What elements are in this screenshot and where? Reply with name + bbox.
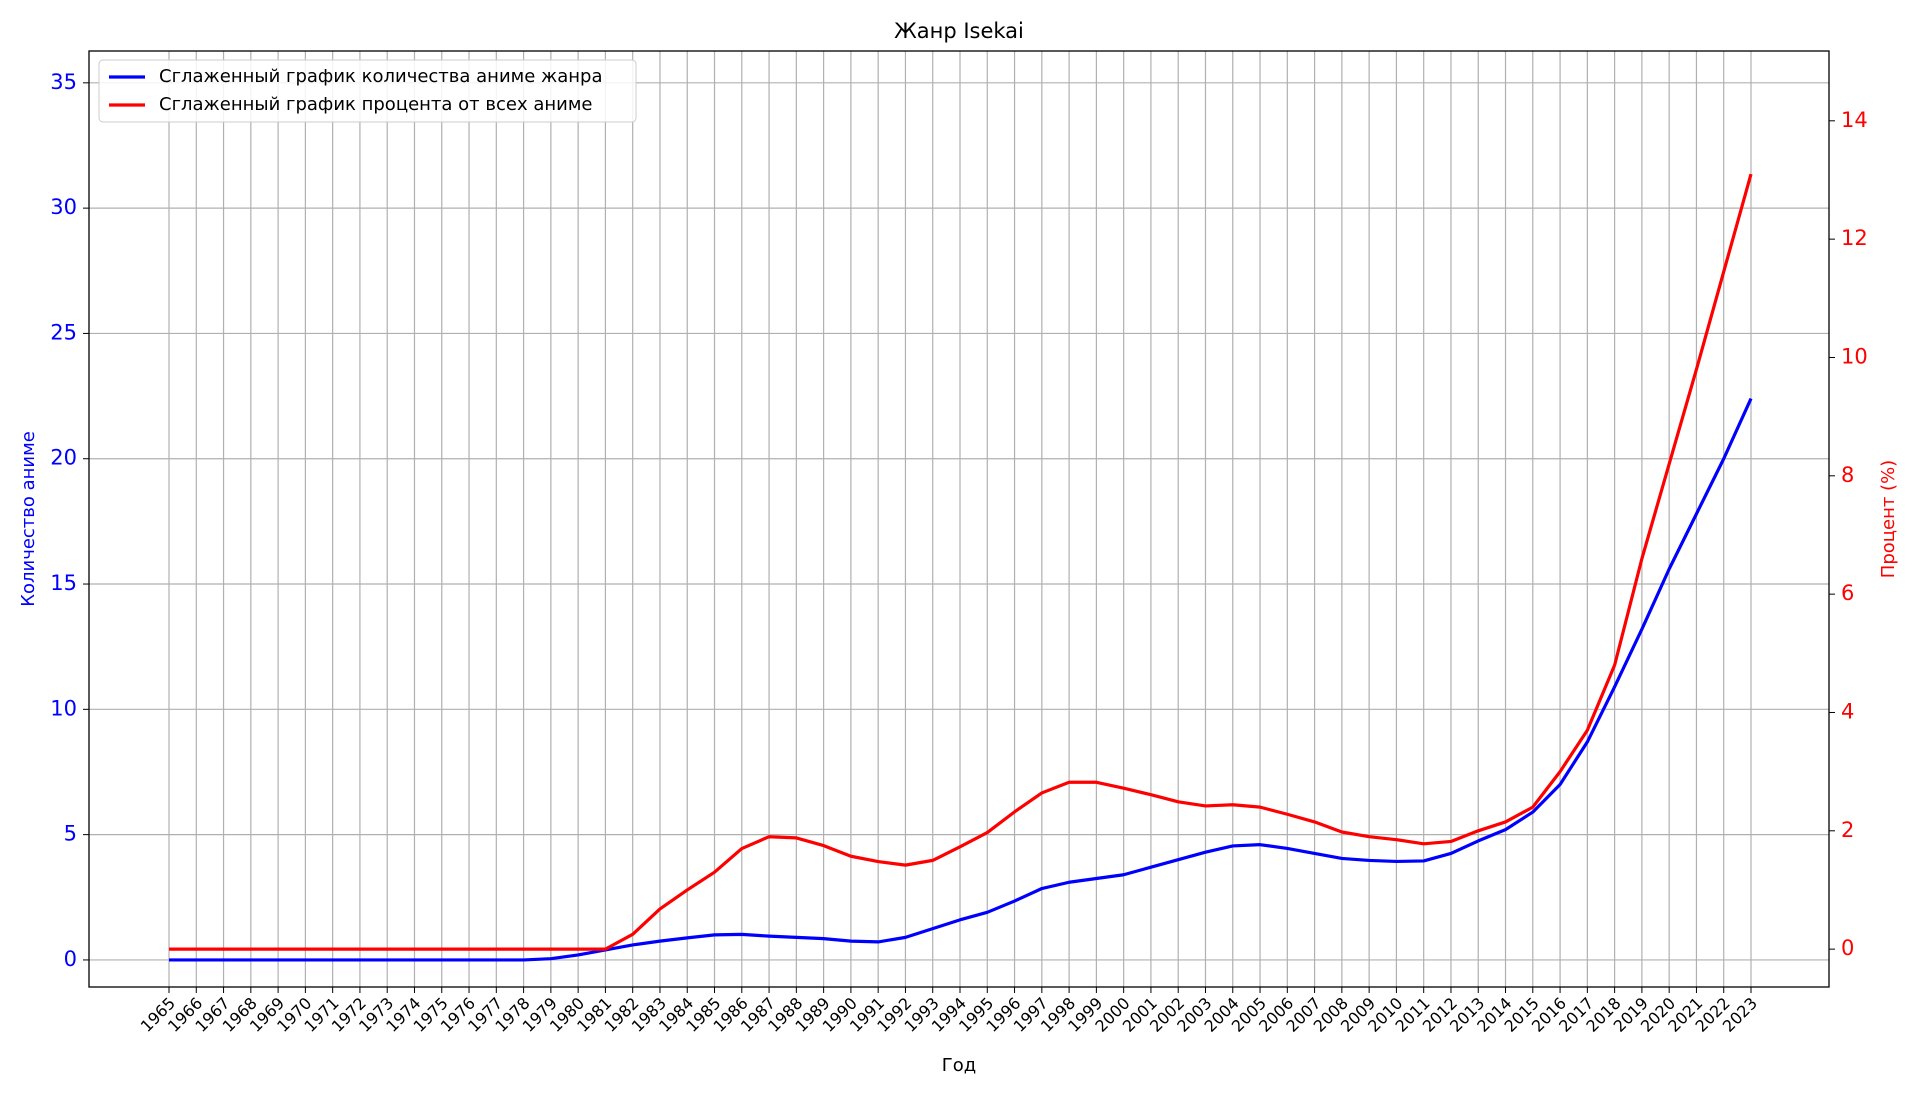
y-tick-label: 35 [50, 70, 77, 94]
y-tick-label: 15 [50, 571, 77, 595]
y-tick-label: 5 [64, 822, 77, 846]
y-tick-label: 25 [50, 320, 77, 344]
y-axis-label: Количество аниме [18, 431, 39, 607]
legend-label: Сглаженный график количества аниме жанра [159, 66, 603, 87]
y2-tick-label: 12 [1841, 226, 1868, 250]
line-series [169, 397, 1753, 962]
y2-tick-label: 6 [1841, 581, 1854, 605]
legend-label: Сглаженный график процента от всех аниме [159, 94, 592, 115]
y-tick-label: 10 [50, 696, 77, 720]
y2-tick-label: 10 [1841, 344, 1868, 368]
legend-box [98, 59, 637, 123]
x-axis-label: Год [942, 1055, 976, 1076]
y2-tick-label: 2 [1841, 818, 1854, 842]
y-tick-label: 0 [64, 947, 77, 971]
y-tick-label: 20 [50, 446, 77, 470]
chart-title: Жанр Isekai [894, 19, 1024, 43]
line-series [169, 173, 1753, 951]
legend: Сглаженный график количества аниме жанра… [98, 59, 637, 123]
y2-axis-label: Процент (%) [1878, 460, 1899, 578]
y2-tick-label: 14 [1841, 108, 1868, 132]
y2-tick-label: 0 [1841, 936, 1854, 960]
plot-frame [88, 50, 1830, 988]
y2-tick-label: 4 [1841, 699, 1854, 723]
y-tick-label: 30 [50, 195, 77, 219]
y2-tick-label: 8 [1841, 463, 1854, 487]
